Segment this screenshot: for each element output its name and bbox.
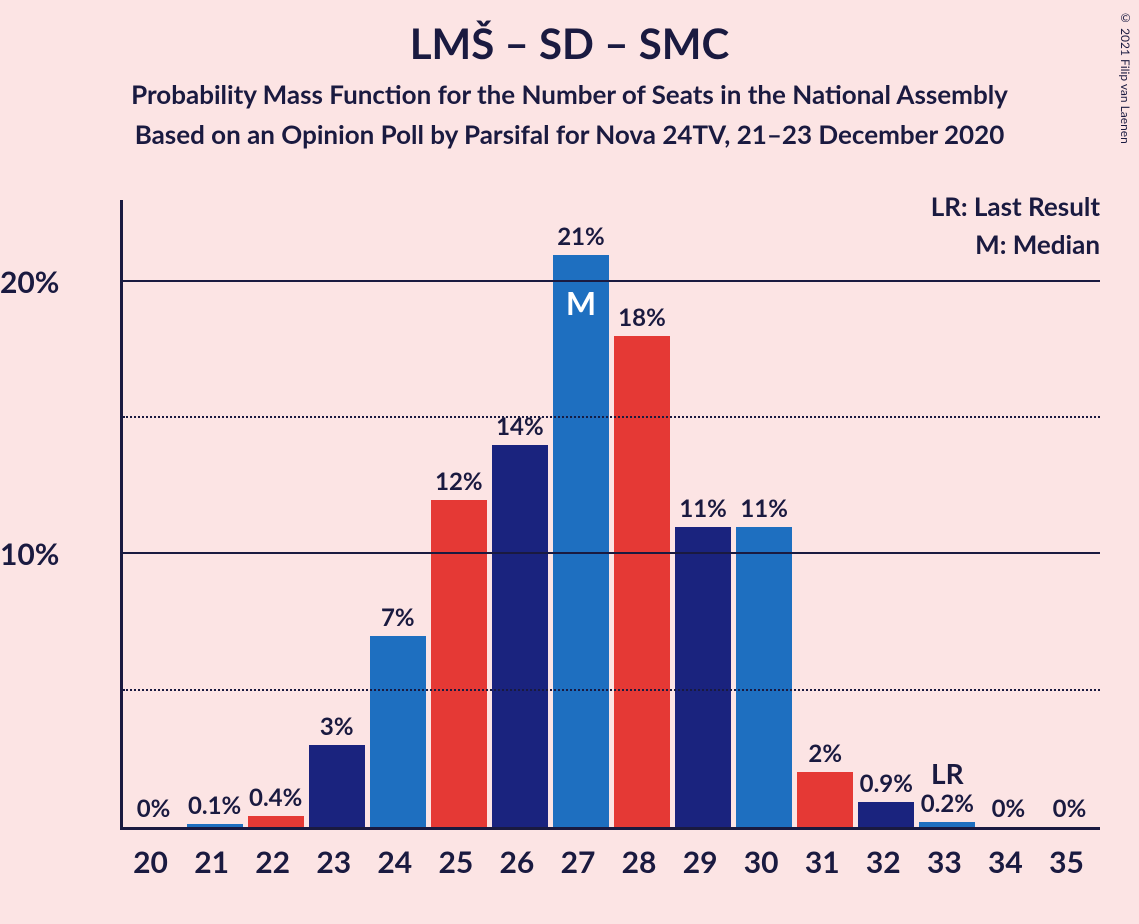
x-axis-tick-label: 27 <box>561 844 596 880</box>
chart-title-sub1: Probability Mass Function for the Number… <box>0 78 1139 110</box>
chart-title-sub2: Based on an Opinion Poll by Parsifal for… <box>0 118 1139 150</box>
x-axis-tick-label: 23 <box>316 844 351 880</box>
x-axis-tick-label: 22 <box>255 844 290 880</box>
x-axis-tick-label: 28 <box>622 844 657 880</box>
x-axis-labels: 20 21 22 23 24 25 26 27 28 29 30 31 32 33 34 35 <box>120 838 1100 878</box>
bar-value-label: 7% <box>370 603 426 632</box>
x-axis-tick-label: 35 <box>1049 844 1084 880</box>
y-axis-tick-label: 20% <box>0 264 56 300</box>
median-mark: M <box>553 283 609 322</box>
x-axis-tick-label: 20 <box>133 844 168 880</box>
bar: 3% <box>309 745 365 827</box>
gridline <box>123 416 1100 418</box>
x-axis-tick-label: 24 <box>377 844 412 880</box>
bar: 12% <box>431 500 487 827</box>
bar-value-label: 11% <box>675 494 731 523</box>
bar: 11% <box>736 527 792 827</box>
bar: 0.4% <box>248 816 304 827</box>
bar-value-label: 0.2% <box>919 789 975 818</box>
bar-value-label: 2% <box>797 739 853 768</box>
copyright-text: © 2021 Filip van Laenen <box>1118 10 1133 144</box>
x-axis-tick-label: 32 <box>866 844 901 880</box>
x-axis-tick-label: 21 <box>194 844 229 880</box>
gridline <box>123 280 1100 282</box>
last-result-mark: LR <box>919 756 975 790</box>
x-axis-tick-label: 29 <box>683 844 718 880</box>
x-axis-tick-label: 33 <box>927 844 962 880</box>
x-axis-tick-label: 34 <box>988 844 1023 880</box>
chart-area: LR: Last Result M: Median 0%0.1%0.4%3%7%… <box>60 190 1100 890</box>
bar-value-label: 3% <box>309 712 365 741</box>
bar: 14% <box>492 445 548 827</box>
gridline <box>123 552 1100 554</box>
bar: 18% <box>614 336 670 827</box>
bar-value-label: 0.1% <box>186 791 242 820</box>
bar: 11% <box>675 527 731 827</box>
bar: 21%M <box>553 255 609 827</box>
x-axis-tick-label: 31 <box>805 844 840 880</box>
bar: 0.1% <box>187 824 243 827</box>
bar-value-label: 12% <box>431 467 487 496</box>
bar-value-label: 0.4% <box>248 783 304 812</box>
bar: 7% <box>370 636 426 827</box>
plot-area: 0%0.1%0.4%3%7%12%14%21%M18%11%11%2%0.9%0… <box>120 200 1100 830</box>
bar: 0.2%LR <box>919 822 975 827</box>
x-axis-tick-label: 30 <box>744 844 779 880</box>
bar-value-label: 11% <box>736 494 792 523</box>
bar: 0.9% <box>858 802 914 827</box>
bar: 2% <box>797 772 853 827</box>
bars-container: 0%0.1%0.4%3%7%12%14%21%M18%11%11%2%0.9%0… <box>123 200 1100 827</box>
x-axis-tick-label: 26 <box>500 844 535 880</box>
bar-value-label: 21% <box>553 222 609 251</box>
bar-value-label: 18% <box>614 303 670 332</box>
bar-value-label: 0.9% <box>858 769 914 798</box>
chart-title-main: LMŠ – SD – SMC <box>0 18 1139 68</box>
y-axis-tick-label: 10% <box>0 536 56 572</box>
x-axis-tick-label: 25 <box>438 844 473 880</box>
bar-value-label: 0% <box>125 794 181 823</box>
bar-value-label: 0% <box>980 794 1036 823</box>
titles-block: LMŠ – SD – SMC Probability Mass Function… <box>0 0 1139 150</box>
gridline <box>123 689 1100 691</box>
bar-value-label: 0% <box>1041 794 1097 823</box>
